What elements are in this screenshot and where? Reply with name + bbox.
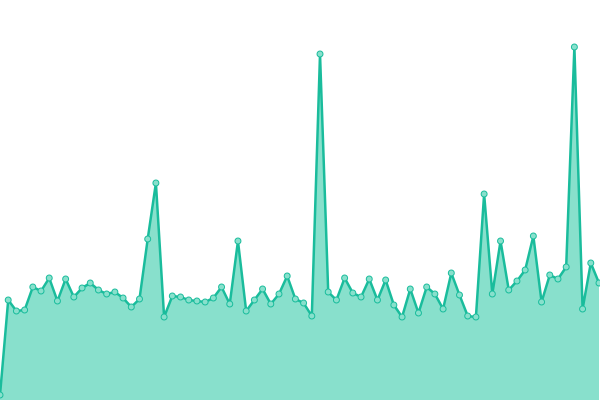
point [45,274,53,282]
point [529,232,537,240]
point [103,290,111,298]
point [234,237,242,245]
point [226,300,234,308]
point [70,293,78,301]
point [423,283,431,291]
point [546,271,554,279]
point [135,295,143,303]
point [456,291,464,299]
point [341,274,349,282]
point [201,298,209,306]
point [29,283,37,291]
point [168,292,176,300]
point [308,312,316,320]
point [283,272,291,280]
point [275,290,283,298]
point [193,297,201,305]
point [152,179,160,187]
point [398,313,406,321]
point [209,294,217,302]
point [218,283,226,291]
point [12,307,20,315]
point [21,306,29,314]
point [332,296,340,304]
area [0,47,599,400]
point [300,299,308,307]
point [259,285,267,293]
point [349,289,357,297]
point [554,275,562,283]
point [53,297,61,305]
point [267,300,275,308]
point [324,288,332,296]
point [144,235,152,243]
point [513,277,521,285]
point [86,279,94,287]
point [0,391,4,399]
point [439,305,447,313]
point [4,296,12,304]
point [570,43,578,51]
point [538,298,546,306]
point [250,296,258,304]
point [94,286,102,294]
point [111,288,119,296]
point [382,276,390,284]
point [406,285,414,293]
point [78,284,86,292]
point [37,287,45,295]
point [521,266,529,274]
point [431,290,439,298]
point [357,293,365,301]
point [127,303,135,311]
point [119,294,127,302]
point [390,301,398,309]
point [373,296,381,304]
point [242,307,250,315]
point [497,237,505,245]
point [447,269,455,277]
point [488,290,496,298]
point [579,305,587,313]
point [480,190,488,198]
point [185,296,193,304]
point [595,279,600,287]
point [177,293,185,301]
point [316,50,324,58]
point [160,313,168,321]
point [291,295,299,303]
point [505,286,513,294]
point [365,275,373,283]
point [62,275,70,283]
point [464,312,472,320]
point [587,259,595,267]
point [414,309,422,317]
point [472,313,480,321]
point [562,263,570,271]
